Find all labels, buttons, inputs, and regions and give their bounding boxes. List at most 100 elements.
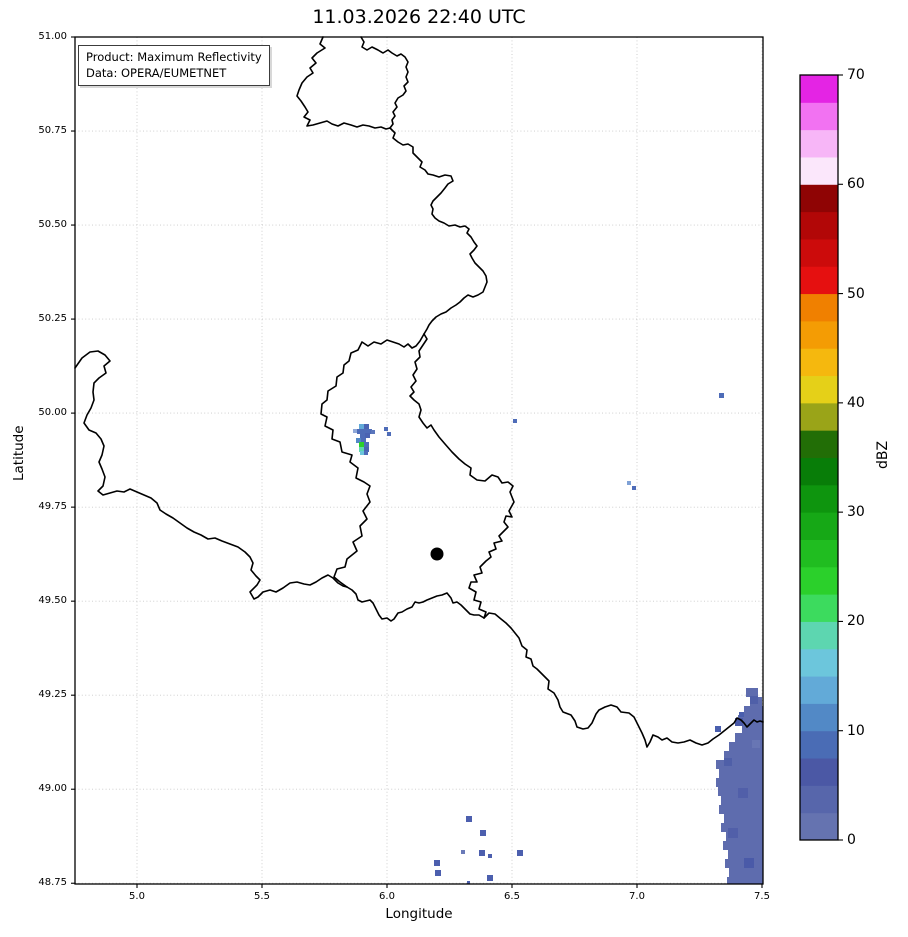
radar-echo-band [719, 769, 763, 778]
y-tick-label: 49.75 [38, 501, 67, 513]
y-tick-label: 50.00 [38, 407, 67, 419]
radar-echo-pixel [359, 447, 364, 452]
colorbar-frame [799, 74, 839, 841]
radar-echo-pixel [359, 442, 364, 447]
info-box-source: Data: OPERA/EUMETNET [86, 66, 227, 80]
country-border [346, 586, 485, 622]
radar-echo-pixel [364, 447, 369, 452]
radar-echo-pixel [738, 788, 748, 798]
radar-echo-pixel [517, 850, 523, 856]
country-border [409, 333, 515, 619]
radar-echo-pixel [487, 875, 493, 881]
radar-echo-pixel [387, 432, 391, 436]
radar-echo-pixel [719, 393, 724, 398]
y-tick-label: 48.75 [38, 877, 67, 889]
colorbar-label: dBZ [875, 440, 891, 470]
radar-echo-band [738, 715, 763, 724]
colorbar-tick-label: 10 [847, 722, 865, 739]
radar-echo-band [724, 751, 763, 760]
country-border [360, 36, 409, 129]
radar-echo-pixel [724, 758, 732, 766]
radar-echo-pixel [627, 481, 631, 485]
y-tick-label: 51.00 [38, 31, 67, 42]
radar-echo-pixel [752, 740, 760, 748]
colorbar-band [800, 430, 838, 458]
colorbar-band [800, 402, 838, 431]
colorbar-band [800, 211, 838, 240]
radar-echo-pixel [479, 850, 485, 856]
radar-echo-band [723, 841, 763, 850]
colorbar-band [800, 539, 838, 568]
colorbar-band [800, 156, 838, 185]
radar-echo-pixel [488, 854, 492, 858]
colorbar-band [800, 648, 838, 677]
country-border [483, 612, 764, 748]
radar-echo-band [735, 733, 763, 742]
radar-echo-pixel [461, 850, 465, 854]
colorbar-band [800, 484, 838, 513]
y-tick-label: 49.00 [38, 783, 67, 795]
colorbar-band [800, 238, 838, 267]
y-tick-label: 50.75 [38, 125, 67, 137]
colorbar-band [800, 512, 838, 540]
radar-site-marker [430, 547, 444, 561]
colorbar-tick-label: 60 [847, 176, 865, 193]
radar-echo-pixel [632, 486, 636, 490]
colorbar-tick-label: 0 [847, 832, 856, 848]
radar-echo-pixel [362, 429, 367, 434]
colorbar-tick-label: 30 [847, 504, 865, 521]
radar-echo-band [729, 742, 763, 751]
radar-echo-band [728, 850, 763, 859]
radar-echo-pixel [361, 438, 366, 443]
colorbar-band [800, 457, 838, 486]
radar-echo-pixel [467, 881, 470, 884]
radar-echo-band [727, 877, 763, 884]
radar-echo-pixel [728, 828, 738, 838]
colorbar-band [800, 594, 838, 622]
x-tick-label: 7.0 [629, 891, 645, 902]
radar-echo-pixel [365, 433, 370, 438]
x-tick-label: 7.5 [754, 891, 770, 902]
y-axis-label: Latitude [11, 425, 27, 481]
colorbar-band [800, 184, 838, 213]
colorbar-band [800, 320, 838, 349]
country-border [389, 127, 488, 335]
radar-echo-pixel [364, 424, 369, 429]
plot-title: 11.03.2026 22:40 UTC [312, 6, 526, 28]
radar-echo-pixel [384, 427, 388, 431]
radar-echo-pixel [434, 860, 440, 866]
radar-echo-pixel [435, 870, 441, 876]
x-tick-label: 6.5 [504, 891, 520, 902]
radar-echo-pixel [364, 451, 368, 455]
colorbar-tick-label: 40 [847, 394, 865, 411]
colorbar-band [800, 812, 838, 841]
radar-echo-pixel [744, 858, 754, 868]
radar-echo-pixel [353, 429, 357, 433]
plot-frame [74, 36, 764, 885]
colorbar-band [800, 102, 838, 131]
colorbar-tick-label: 20 [847, 613, 865, 630]
radar-echo-band [726, 832, 763, 841]
radar-echo-pixel [739, 712, 744, 717]
radar-echo-pixel [371, 430, 375, 434]
colorbar-band [800, 730, 838, 759]
y-tick-label: 50.25 [38, 313, 67, 325]
colorbar-band [800, 703, 838, 732]
colorbar-band [800, 676, 838, 704]
x-axis-label: Longitude [385, 906, 453, 922]
colorbar-band [800, 621, 838, 650]
colorbar-band [800, 375, 838, 404]
x-tick-label: 6.0 [379, 891, 395, 902]
radar-echo-band [746, 688, 758, 697]
radar-echo-band [719, 805, 763, 814]
y-tick-label: 49.50 [38, 595, 67, 607]
x-tick-label: 5.5 [254, 891, 270, 902]
country-border [320, 333, 425, 588]
radar-echo-pixel [735, 718, 743, 726]
radar-echo-band [744, 706, 763, 715]
colorbar-band [800, 348, 838, 377]
colorbar-tick-label: 70 [847, 67, 865, 83]
colorbar-tick-label: 50 [847, 285, 865, 302]
